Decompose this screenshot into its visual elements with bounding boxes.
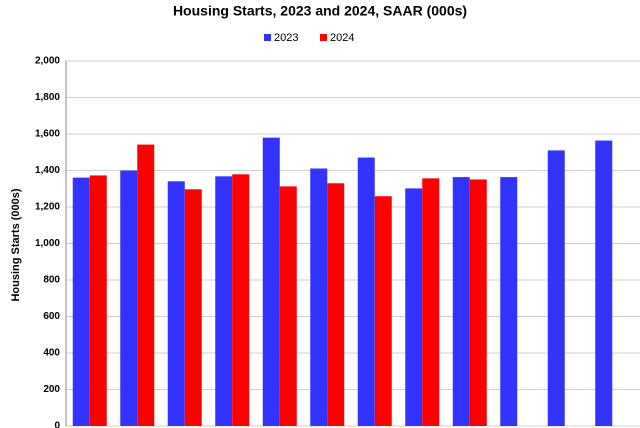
- y-tick-label: 2,000: [35, 56, 60, 67]
- legend-swatch: [320, 34, 327, 41]
- bar: [167, 181, 185, 426]
- bar: [279, 186, 297, 426]
- bar: [374, 196, 392, 426]
- y-tick-label: 0: [54, 421, 60, 428]
- y-tick-label: 1,200: [35, 202, 60, 213]
- bar: [327, 183, 345, 426]
- bar: [215, 176, 233, 426]
- bar: [89, 175, 107, 426]
- y-tick-label: 1,600: [35, 129, 60, 140]
- bar: [310, 168, 328, 426]
- y-tick-label: 1,000: [35, 238, 60, 249]
- bar: [184, 189, 202, 426]
- legend-label: 2024: [330, 32, 354, 44]
- bar: [120, 170, 138, 426]
- bar: [469, 179, 487, 426]
- legend-swatch: [264, 34, 271, 41]
- y-axis-title: Housing Starts (000s): [10, 188, 22, 301]
- y-tick-label: 800: [43, 275, 60, 286]
- bar: [547, 150, 565, 427]
- y-tick-label: 200: [43, 384, 60, 395]
- y-tick-label: 1,800: [35, 92, 60, 103]
- bar: [500, 177, 518, 426]
- bar: [357, 157, 375, 427]
- bar: [262, 137, 280, 426]
- bar: [422, 178, 440, 426]
- bar: [405, 188, 423, 426]
- y-tick-label: 400: [43, 348, 60, 359]
- chart-title: Housing Starts, 2023 and 2024, SAAR (000…: [173, 3, 467, 19]
- y-tick-label: 1,400: [35, 165, 60, 176]
- bar: [232, 174, 250, 426]
- legend-label: 2023: [274, 32, 298, 44]
- y-tick-label: 600: [43, 311, 60, 322]
- bar: [595, 140, 613, 426]
- bar: [72, 177, 90, 426]
- bar: [137, 144, 155, 426]
- bar: [452, 177, 470, 426]
